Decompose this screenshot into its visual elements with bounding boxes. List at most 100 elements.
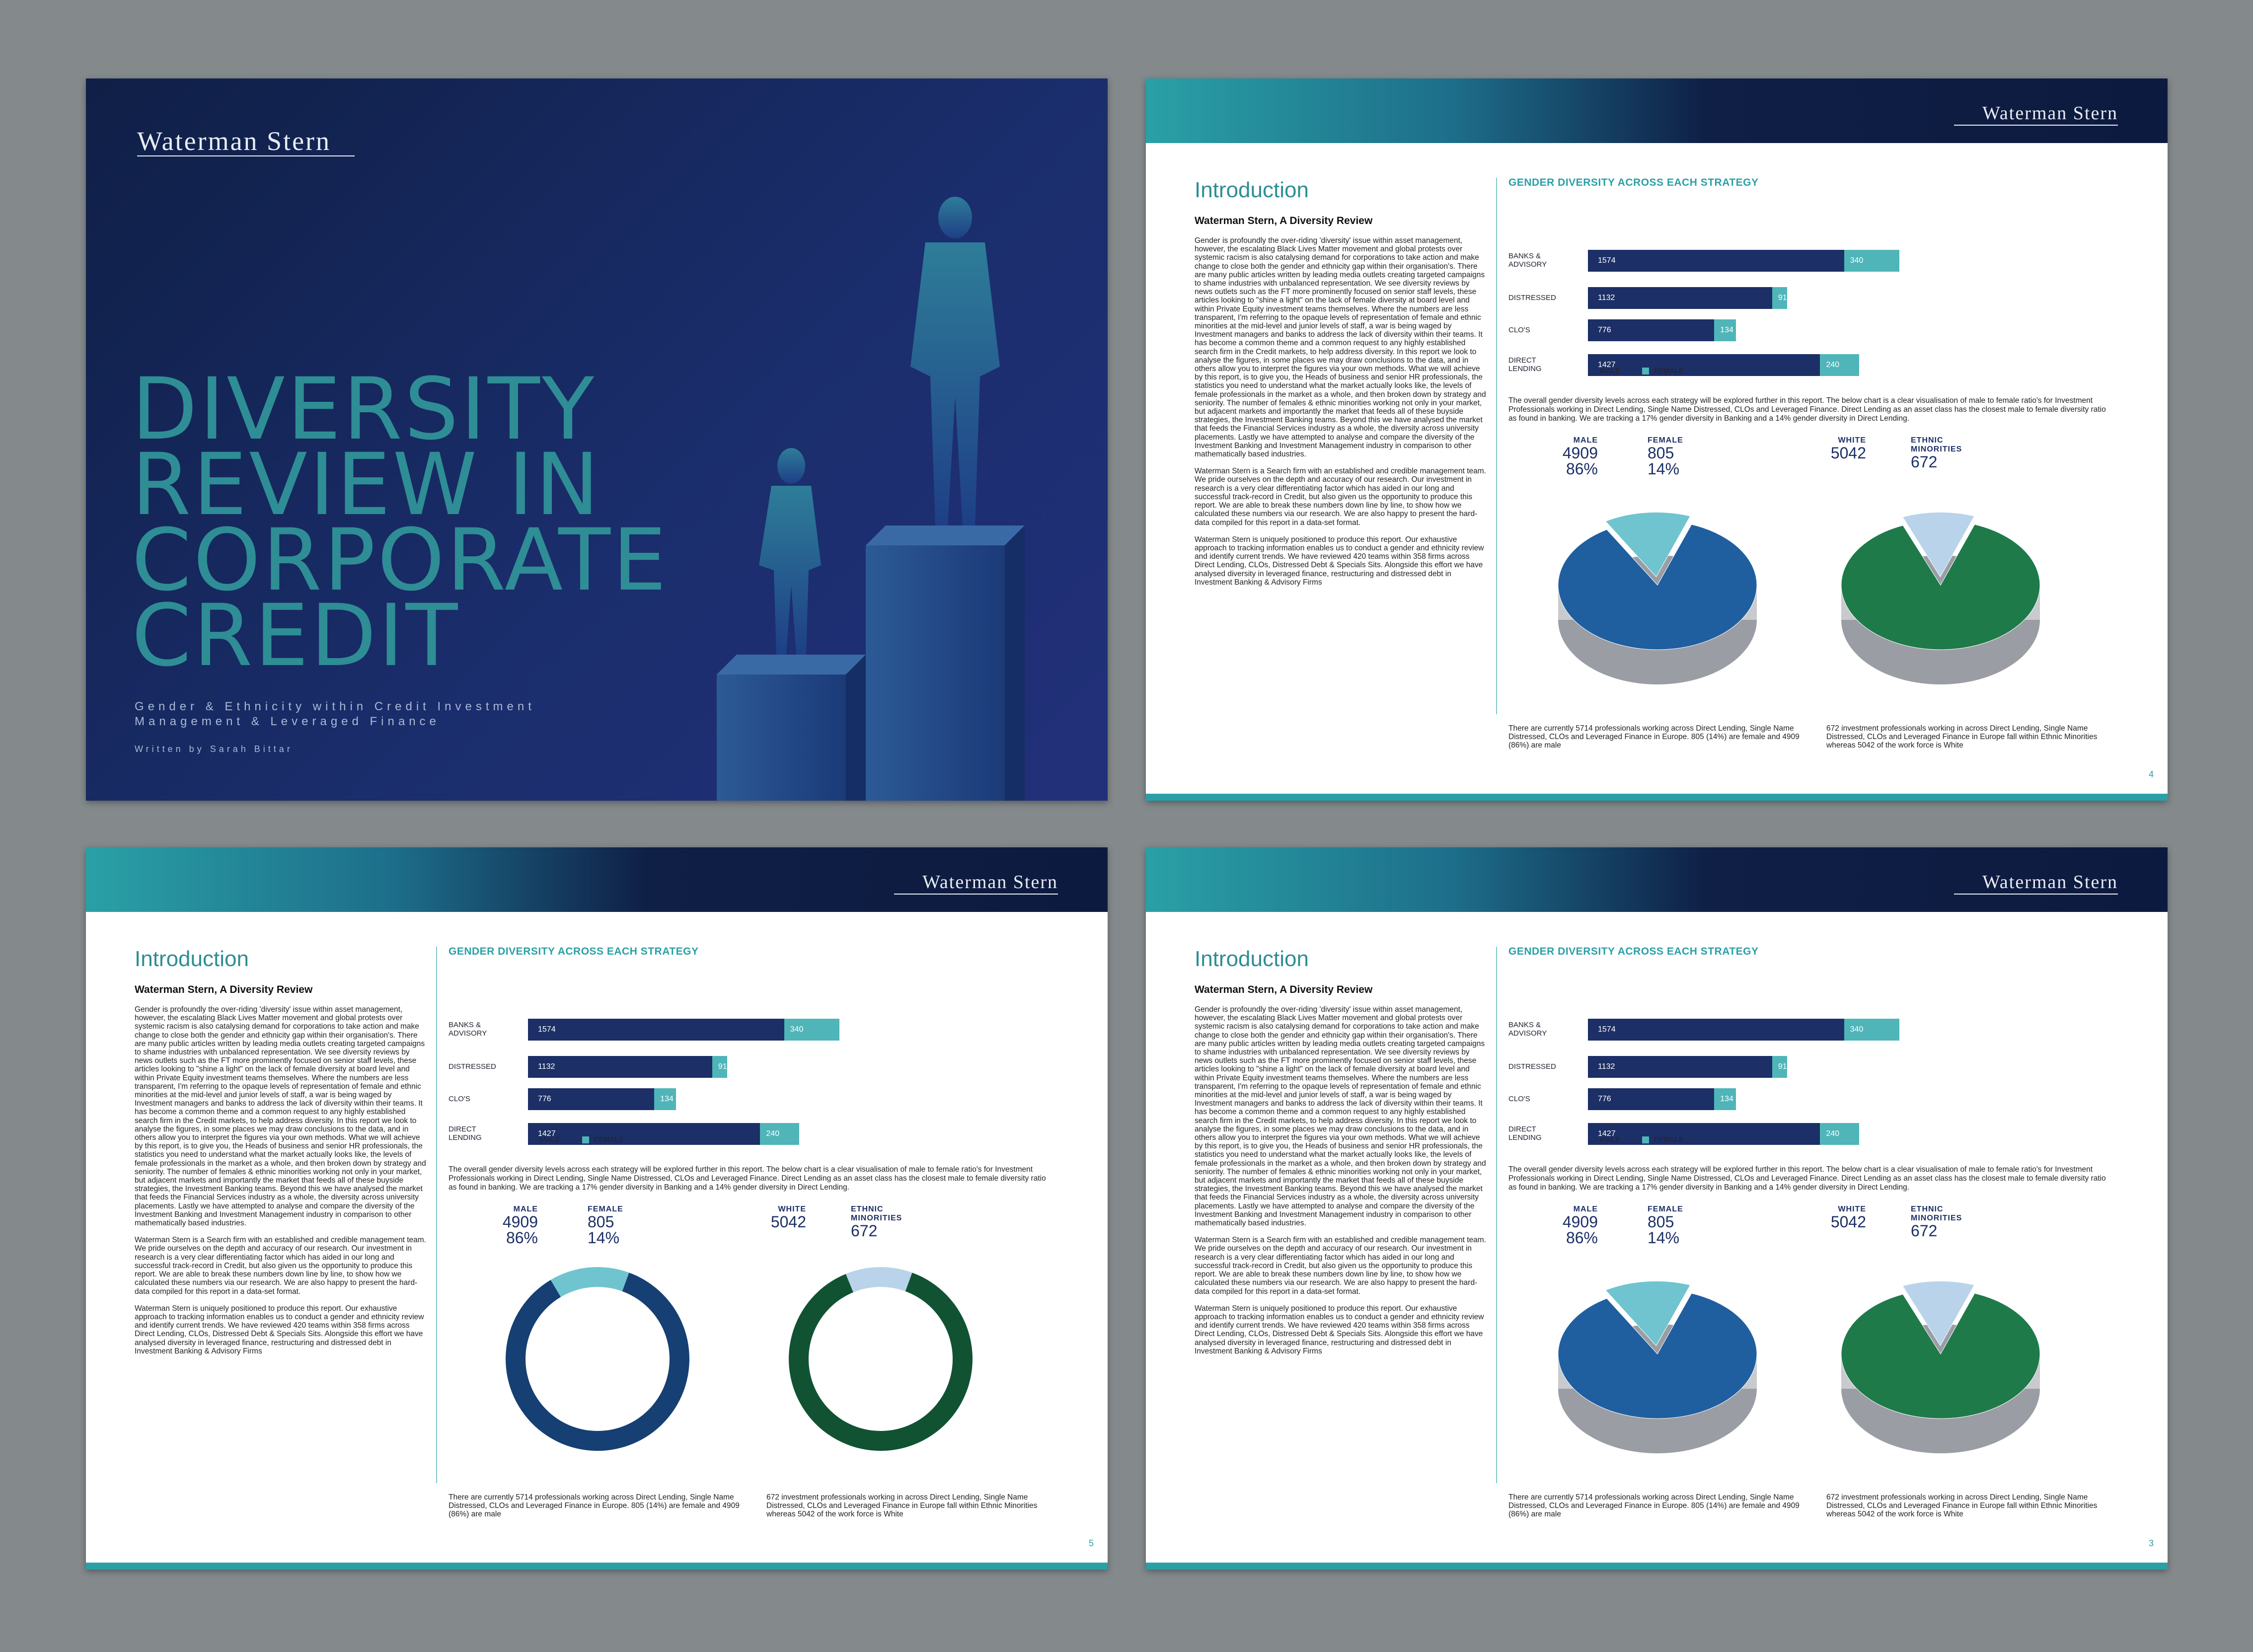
- chart-legend: MALE FEMALE: [1588, 367, 1684, 375]
- chart-title: GENDER DIVERSITY ACROSS EACH STRATEGY: [1508, 946, 1759, 957]
- male-label: MALE: [1573, 436, 1598, 445]
- gender-caption: There are currently 5714 professionals w…: [449, 1493, 740, 1518]
- page-logo-underline: [1954, 894, 2118, 895]
- bar-female: [1844, 1019, 1900, 1041]
- pie-slice: [1841, 524, 2040, 650]
- gender-caption: There are currently 5714 professionals w…: [1508, 724, 1800, 750]
- cover-slide: Waterman Stern DIVERSITY: [86, 78, 1108, 801]
- page-header-band: Waterman Stern: [1146, 78, 2168, 143]
- intro-heading: Introduction: [1195, 947, 1309, 971]
- bar-male: [528, 1123, 760, 1145]
- bar-male: [1588, 250, 1844, 272]
- pie-slice: [1558, 524, 1757, 650]
- bar-female: [760, 1123, 800, 1145]
- report-page-2: Waterman Stern Introduction Waterman Ste…: [86, 847, 1108, 1570]
- bar-female: [1714, 1088, 1736, 1110]
- legend-swatch-male: [528, 1136, 535, 1144]
- pie-charts: [506, 1267, 973, 1451]
- pie-slice: [1558, 1293, 1757, 1419]
- bar-male: [1588, 354, 1820, 376]
- female-pct: 14%: [1648, 1229, 1680, 1247]
- female-label: FEMALE: [1648, 1205, 1683, 1213]
- page-logo: Waterman Stern: [1982, 872, 2118, 893]
- pie-slice: [1605, 1280, 1691, 1347]
- pie-slice: [1605, 512, 1691, 578]
- cover-title-line: CREDIT: [132, 586, 460, 685]
- female-pie-label: FEMALE 805 14%: [1648, 1205, 1683, 1246]
- white-label: WHITE: [778, 1205, 806, 1213]
- bar-female: [1714, 319, 1736, 341]
- legend-male-label: MALE: [1600, 1135, 1620, 1144]
- bar-male: [1588, 319, 1715, 341]
- bar-category-label: CLO'S: [1508, 326, 1530, 334]
- legend-male-label: MALE: [540, 1135, 560, 1144]
- bar-value-male: 1574: [1598, 1025, 1616, 1034]
- cover-subtitle-line: Gender & Ethnicity within Credit Investm…: [135, 700, 535, 713]
- page-number: 4: [2148, 769, 2154, 779]
- cover-subtitle-line: Management & Leveraged Finance: [135, 715, 440, 728]
- column-divider: [1496, 178, 1497, 714]
- ethnicity-caption: 672 investment professionals working in …: [1826, 1493, 2098, 1518]
- bar-value-male: 1574: [538, 1025, 556, 1034]
- male-count: 4909: [1562, 444, 1598, 462]
- intro-body: Gender is profoundly the over-riding 'di…: [1195, 236, 1488, 595]
- male-count: 4909: [1562, 1213, 1598, 1231]
- bar-male: [528, 1019, 784, 1041]
- pie-slice: [1902, 1280, 1975, 1347]
- bar-category-label: CLO'S: [1508, 1095, 1530, 1103]
- chart-title: GENDER DIVERSITY ACROSS EACH STRATEGY: [449, 946, 699, 957]
- intro-body: Gender is profoundly the over-riding 'di…: [1195, 1005, 1488, 1364]
- pedestal-figures-image: [717, 197, 1025, 801]
- bar-male: [1588, 1019, 1844, 1041]
- bar-category-label: DIRECT LENDING: [449, 1125, 482, 1142]
- legend-male-label: MALE: [1600, 367, 1620, 375]
- page-logo: Waterman Stern: [1982, 103, 2118, 124]
- ethnicity-caption: 672 investment professionals working in …: [1826, 724, 2098, 750]
- bar-value-female: 240: [1826, 361, 1840, 369]
- ethnic-count: 672: [851, 1222, 878, 1240]
- legend-female-label: FEMALE: [1654, 1135, 1684, 1144]
- bar-female: [1820, 1123, 1860, 1145]
- ethnic-count: 672: [1911, 453, 1938, 471]
- male-pct: 86%: [1566, 460, 1598, 478]
- female-count: 805: [588, 1213, 614, 1231]
- ethnic-label: ETHNIC: [1911, 436, 1944, 445]
- white-count: 5042: [1830, 1213, 1866, 1231]
- legend-female-label: FEMALE: [594, 1135, 624, 1144]
- male-count: 4909: [502, 1213, 538, 1231]
- ethnic-count: 672: [1911, 1222, 1938, 1240]
- male-pie-label: MALE 4909 86%: [478, 1205, 538, 1246]
- bar-value-male: 776: [1598, 326, 1611, 334]
- male-pie-label: MALE 4909 86%: [1538, 436, 1598, 477]
- page-number: 5: [1088, 1538, 1094, 1548]
- bar-value-male: 1427: [538, 1129, 556, 1138]
- page-logo-underline: [1954, 125, 2118, 126]
- bar-female: [1772, 287, 1787, 309]
- cover-title-line: REVIEW IN: [132, 435, 601, 534]
- intro-subheading: Waterman Stern, A Diversity Review: [135, 984, 313, 995]
- white-pie-label: WHITE 5042: [1806, 436, 1866, 461]
- body-paragraph: Waterman Stern is uniquely positioned to…: [135, 1304, 424, 1355]
- page-footer-band: [86, 1563, 1108, 1570]
- bar-female: [784, 1019, 840, 1041]
- bar-male: [528, 1056, 712, 1078]
- white-pie-label: WHITE 5042: [747, 1205, 806, 1230]
- report-page-3: Waterman Stern Introduction Waterman Ste…: [1146, 847, 2168, 1570]
- bar-value-female: 240: [766, 1129, 780, 1138]
- male-pct: 86%: [1566, 1229, 1598, 1247]
- bar-value-female: 134: [1720, 326, 1733, 334]
- ethnic-pie-label: ETHNIC MINORITIES 672: [1911, 1205, 1962, 1239]
- bar-male: [1588, 1088, 1715, 1110]
- cover-logo-underline: [137, 155, 355, 156]
- male-label: MALE: [1573, 1205, 1598, 1213]
- legend-female-label: FEMALE: [1654, 367, 1684, 375]
- bar-value-female: 91: [1778, 1062, 1787, 1071]
- page-number: 3: [2148, 1538, 2154, 1548]
- white-label: WHITE: [1838, 1205, 1866, 1213]
- bar-category-label: DISTRESSED: [1508, 1062, 1556, 1071]
- bar-value-male: 1132: [538, 1062, 555, 1071]
- body-paragraph: Waterman Stern is a Search firm with an …: [1195, 467, 1486, 527]
- bar-value-female: 91: [1778, 294, 1787, 302]
- ethnic-label: MINORITIES: [851, 1214, 902, 1222]
- white-label: WHITE: [1838, 436, 1866, 445]
